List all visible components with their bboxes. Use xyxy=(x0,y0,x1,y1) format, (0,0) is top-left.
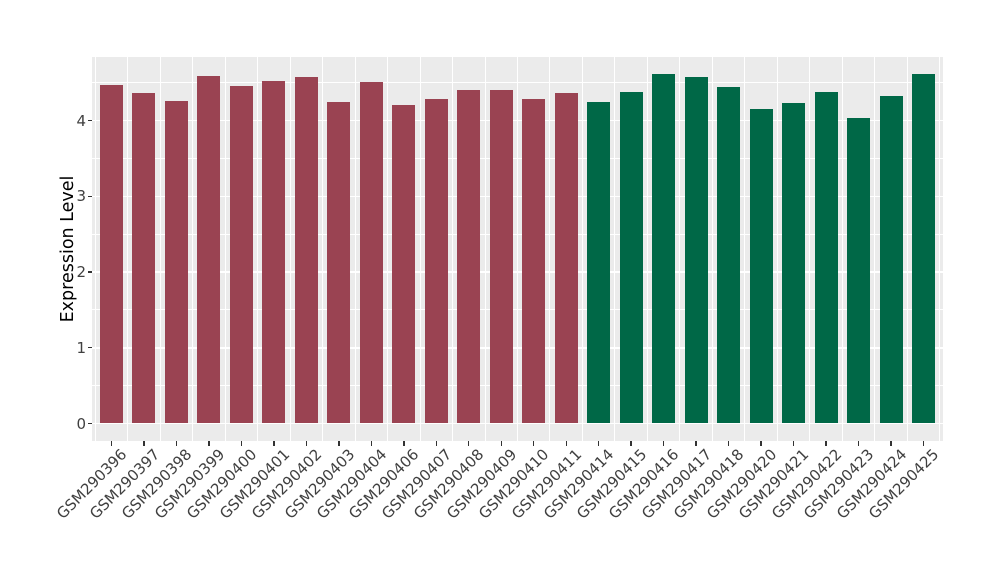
y-tick-3 xyxy=(88,195,92,197)
bar-GSM290408 xyxy=(457,89,481,424)
x-tick-GSM290420 xyxy=(760,441,762,446)
y-tick-1 xyxy=(88,347,92,349)
gridline-vertical xyxy=(289,57,291,441)
y-tick-label-3: 3 xyxy=(76,187,86,206)
gridline-vertical xyxy=(192,57,194,441)
x-tick-GSM290423 xyxy=(857,441,860,446)
bar-GSM290420 xyxy=(749,109,773,424)
bar-GSM290416 xyxy=(652,74,676,424)
bar-GSM290418 xyxy=(717,86,741,424)
gridline-vertical xyxy=(581,57,583,441)
gridline-vertical xyxy=(159,57,161,441)
gridline-vertical xyxy=(127,57,129,441)
bar-GSM290406 xyxy=(392,104,416,424)
x-tick-GSM290418 xyxy=(727,441,730,446)
bar-GSM290407 xyxy=(424,98,448,424)
gridline-vertical xyxy=(257,57,259,441)
bar-GSM290414 xyxy=(587,101,611,424)
bar-GSM290398 xyxy=(164,100,188,424)
bar-GSM290399 xyxy=(197,75,221,424)
gridline-vertical xyxy=(549,57,551,441)
gridline-vertical xyxy=(354,57,356,441)
gridline-vertical xyxy=(906,57,908,441)
bar-GSM290424 xyxy=(879,96,903,424)
gridline-vertical xyxy=(452,57,454,441)
gridline-vertical xyxy=(679,57,681,441)
gridline-vertical xyxy=(711,57,713,441)
gridline-vertical xyxy=(874,57,876,441)
x-tick-GSM290408 xyxy=(468,441,470,446)
gridline-vertical xyxy=(484,57,486,441)
x-tick-GSM290402 xyxy=(305,441,308,446)
gridline-vertical xyxy=(776,57,778,441)
bar-GSM290415 xyxy=(619,91,643,424)
x-tick-GSM290406 xyxy=(403,441,405,446)
gridline-vertical xyxy=(614,57,616,441)
bar-GSM290401 xyxy=(262,81,286,424)
y-tick-2 xyxy=(88,271,92,273)
x-tick-GSM290414 xyxy=(598,441,600,446)
x-tick-GSM290407 xyxy=(435,441,437,446)
x-tick-GSM290396 xyxy=(110,441,113,446)
bar-GSM290421 xyxy=(782,103,806,424)
gridline-vertical xyxy=(809,57,811,441)
gridline-vertical xyxy=(387,57,389,441)
bar-GSM290411 xyxy=(554,92,578,424)
x-tick-GSM290425 xyxy=(922,441,925,446)
gridline-vertical xyxy=(646,57,648,441)
gridline-vertical xyxy=(517,57,518,441)
x-tick-GSM290421 xyxy=(792,441,795,446)
x-tick-GSM290415 xyxy=(630,441,632,446)
bar-GSM290423 xyxy=(847,117,871,424)
bar-GSM290397 xyxy=(132,93,156,424)
y-tick-label-0: 0 xyxy=(76,414,86,433)
x-tick-GSM290424 xyxy=(890,441,892,446)
x-tick-GSM290409 xyxy=(500,441,502,446)
gridline-vertical xyxy=(94,57,96,441)
bar-GSM290422 xyxy=(814,91,838,424)
bar-GSM290417 xyxy=(684,76,708,424)
bar-GSM290403 xyxy=(327,101,351,424)
x-tick-GSM290411 xyxy=(565,441,567,446)
x-tick-GSM290400 xyxy=(240,441,243,446)
y-axis-title: Expression Level xyxy=(58,175,78,323)
x-tick-GSM290399 xyxy=(208,441,210,446)
y-tick-4 xyxy=(88,119,92,122)
gridline-vertical xyxy=(419,57,421,441)
gridline-vertical xyxy=(224,57,226,441)
x-tick-GSM290417 xyxy=(695,441,697,446)
x-tick-GSM290416 xyxy=(662,441,665,446)
gridline-vertical xyxy=(322,57,324,441)
x-tick-GSM290410 xyxy=(533,441,535,446)
bar-GSM290404 xyxy=(359,81,383,424)
gridline-vertical xyxy=(841,57,843,441)
gridline-vertical xyxy=(744,57,746,441)
y-tick-label-1: 1 xyxy=(76,338,86,357)
x-tick-GSM290422 xyxy=(825,441,827,446)
x-tick-GSM290404 xyxy=(370,441,373,446)
bar-GSM290400 xyxy=(229,85,253,424)
y-tick-0 xyxy=(88,422,92,425)
gridline-vertical xyxy=(939,57,941,441)
bar-GSM290410 xyxy=(522,98,546,424)
x-tick-GSM290401 xyxy=(273,441,275,446)
y-tick-label-4: 4 xyxy=(76,111,86,130)
bar-GSM290402 xyxy=(294,76,318,424)
bar-GSM290409 xyxy=(489,89,513,424)
plot-panel xyxy=(92,57,943,441)
y-tick-label-2: 2 xyxy=(76,263,86,282)
bar-GSM290425 xyxy=(912,73,935,424)
bar-GSM290396 xyxy=(99,84,123,424)
x-tick-GSM290397 xyxy=(143,441,145,446)
x-tick-GSM290403 xyxy=(338,441,340,446)
x-tick-GSM290398 xyxy=(175,441,178,446)
